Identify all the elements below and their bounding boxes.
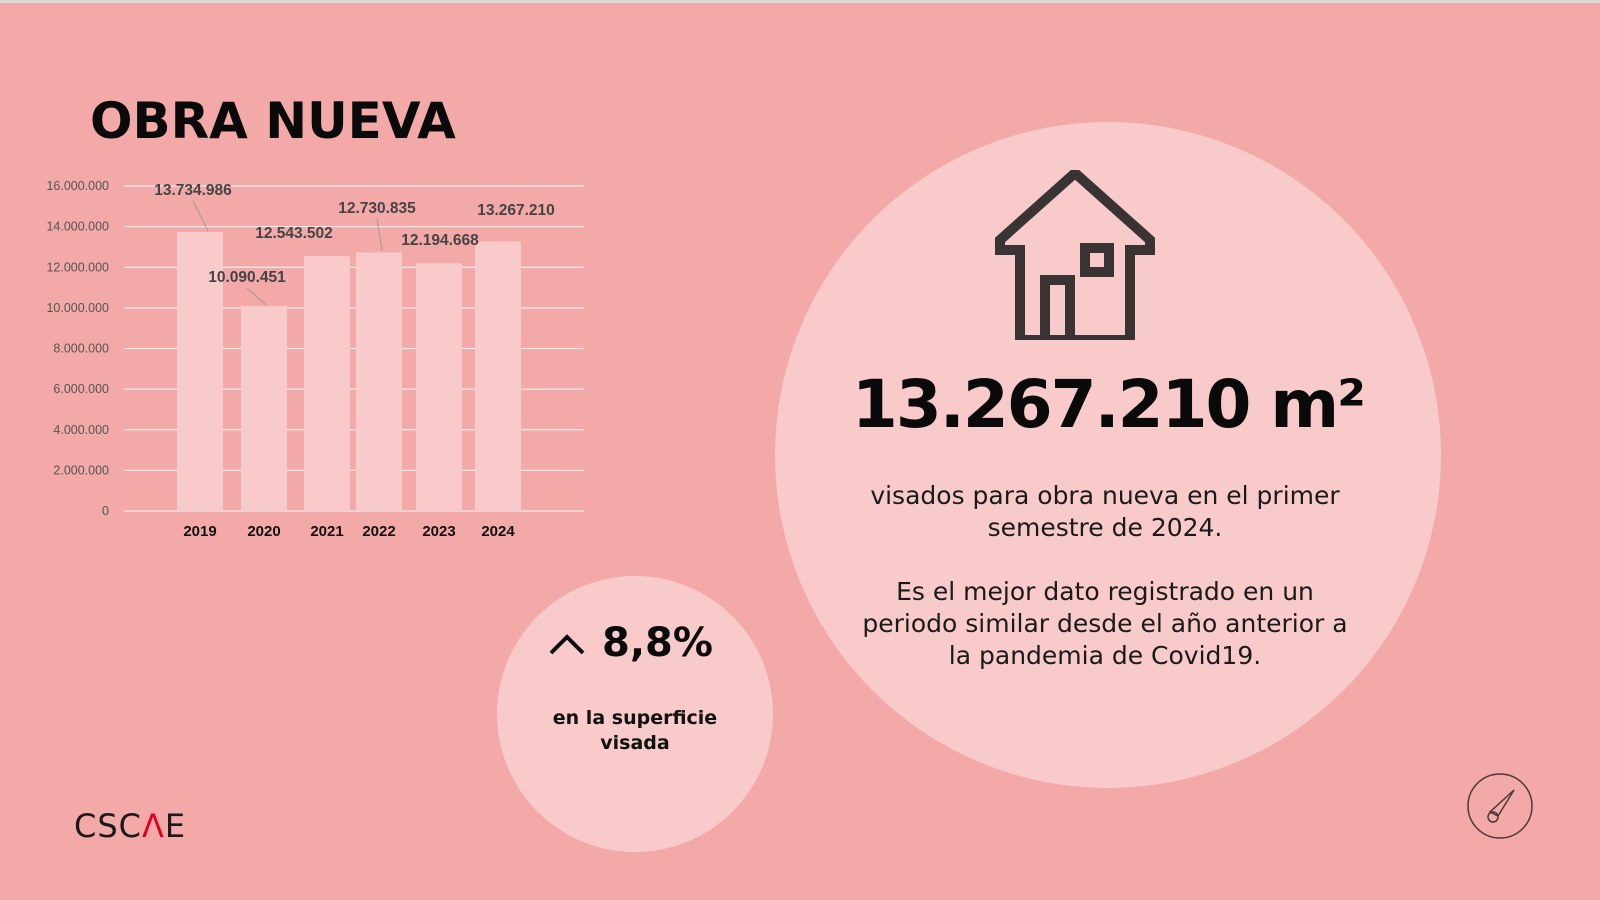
- y-tick-label: 12.000.000: [46, 260, 109, 274]
- x-tick-label: 2022: [362, 523, 395, 540]
- bar: [416, 263, 462, 511]
- logo-prefix: CSC: [74, 807, 142, 845]
- logo-accent: Λ: [142, 807, 165, 845]
- chart-leader-lines: [192, 200, 383, 306]
- x-tick-label: 2021: [310, 523, 343, 540]
- highlight-note: Es el mejor dato registrado en un period…: [862, 577, 1348, 670]
- chart-y-ticks: 0 2.000.000 4.000.000 6.000.000 8.000.000 10.…: [46, 179, 109, 518]
- data-label: 10.090.451: [208, 269, 286, 286]
- highlight-value: 13.267.210 m²: [851, 366, 1366, 443]
- highlight-circle: [775, 122, 1441, 788]
- chevron-up-icon: [549, 634, 585, 655]
- y-tick-label: 4.000.000: [53, 423, 109, 437]
- y-tick-label: 2.000.000: [53, 463, 109, 477]
- bar: [304, 256, 350, 511]
- leader-line: [376, 218, 383, 251]
- y-tick-label: 10.000.000: [46, 301, 109, 315]
- chart-data-labels: 13.734.986 10.090.451 12.543.502 12.730.835…: [154, 182, 555, 286]
- leader-line: [246, 287, 267, 306]
- x-tick-label: 2024: [481, 523, 515, 540]
- change-row: 8,8%: [548, 620, 713, 666]
- bar: [356, 252, 402, 511]
- cscae-logo: CSC Λ E: [74, 807, 186, 845]
- chart-bars: [177, 232, 521, 511]
- bar-chart: 13.734.986 10.090.451 12.543.502 12.730.835…: [46, 179, 584, 540]
- chart-x-ticks: 2019 2020 2021 2022 2023 2024: [183, 523, 515, 540]
- bar: [241, 306, 287, 511]
- logo-suffix: E: [164, 807, 187, 845]
- change-circle: [497, 576, 773, 852]
- compass-icon: [1467, 773, 1533, 839]
- y-tick-label: 0: [102, 504, 109, 518]
- data-label: 12.730.835: [338, 200, 416, 217]
- data-label: 12.543.502: [255, 225, 333, 242]
- x-tick-label: 2020: [247, 523, 280, 540]
- top-border: [0, 0, 1600, 3]
- data-label: 13.734.986: [154, 182, 232, 199]
- house-icon: [995, 170, 1155, 340]
- change-value: 8,8%: [602, 620, 713, 666]
- page-title: OBRA NUEVA: [90, 92, 456, 150]
- y-tick-label: 6.000.000: [53, 382, 109, 396]
- y-tick-label: 16.000.000: [46, 179, 109, 193]
- y-tick-label: 14.000.000: [46, 220, 109, 234]
- y-tick-label: 8.000.000: [53, 342, 109, 356]
- data-label: 12.194.668: [401, 232, 479, 249]
- leader-line: [192, 200, 209, 232]
- bar: [177, 232, 223, 511]
- bar: [475, 241, 521, 511]
- data-label: 13.267.210: [477, 202, 555, 219]
- highlight-description: visados para obra nueva en el primer sem…: [870, 481, 1340, 542]
- x-tick-label: 2023: [422, 523, 455, 540]
- x-tick-label: 2019: [183, 523, 216, 540]
- change-label: en la superficie visada: [552, 707, 718, 754]
